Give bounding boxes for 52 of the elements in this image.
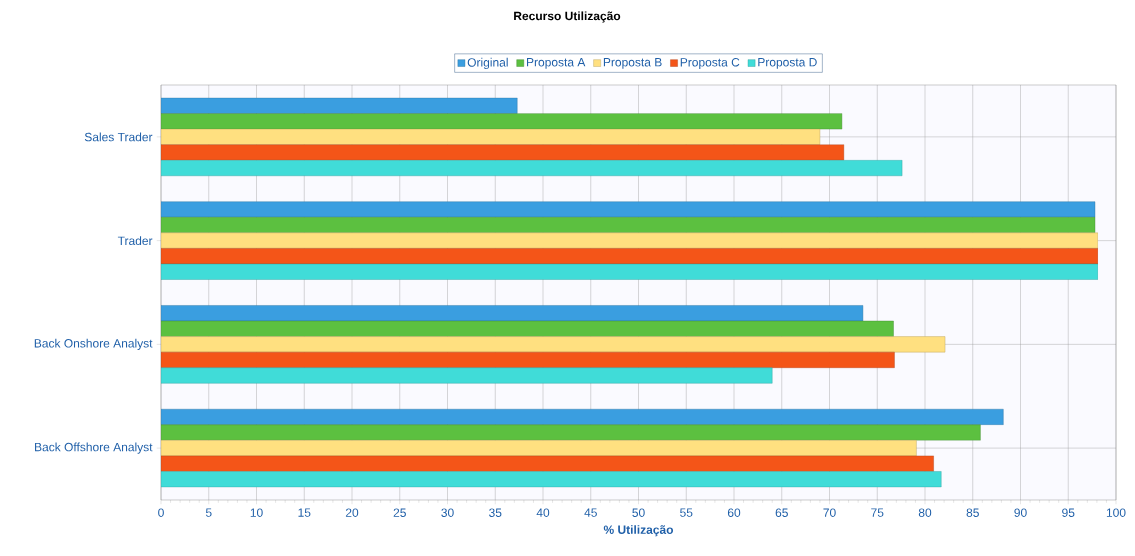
bar [161,440,917,457]
bar [161,409,1004,425]
x-tick-label: 15 [298,508,311,517]
bar [161,351,895,368]
x-tick-label: 45 [584,508,597,517]
bar [161,217,1096,234]
chart-title: Recurso Utilização [514,11,621,23]
bar [161,263,1099,280]
x-tick-label: 65 [775,508,788,517]
bar [161,128,821,145]
bar [161,336,946,353]
x-tick-label: 10 [250,508,263,517]
legend-label: Proposta B [603,58,662,69]
bar [161,367,773,384]
y-tick-label: Back Offshore Analyst [35,442,153,454]
x-axis-title: % Utilização [603,525,674,537]
bar [161,424,981,441]
legend-label: Proposta D [758,58,817,69]
legend-label: Proposta A [527,58,586,69]
bar [161,305,864,322]
x-tick-label: 70 [823,508,836,517]
y-tick-label: Trader [117,236,153,246]
x-tick-label: 20 [345,508,359,517]
bar [161,160,903,176]
x-tick-label: 40 [536,508,550,517]
bar [161,248,1099,265]
x-tick-label: 85 [966,508,979,517]
bar [161,455,934,472]
x-tick-label: 90 [1014,508,1027,517]
bar [161,320,894,337]
legend-label: Proposta C [680,58,740,69]
x-tick-label: 30 [441,508,454,517]
bar [161,201,1096,218]
x-tick-label: 80 [918,508,932,517]
x-tick-label: 55 [680,508,693,517]
y-tick-label: Back Onshore Analyst [34,338,153,350]
y-tick-label: Sales Trader [84,132,153,142]
x-tick-label: 5 [205,508,212,517]
x-tick-label: 60 [727,508,741,517]
bar [161,232,1099,249]
bar [161,471,942,488]
x-tick-label: 75 [871,508,884,517]
x-tick-label: 25 [393,508,406,517]
bar [161,97,518,114]
bar [161,113,843,130]
x-tick-label: 95 [1062,508,1075,517]
bar [161,144,845,161]
legend-label: Original [467,57,508,70]
x-tick-label: 50 [632,508,645,517]
x-tick-label: 100 [1106,508,1126,517]
x-tick-label: 35 [489,508,502,517]
x-tick-label: 0 [158,508,164,517]
